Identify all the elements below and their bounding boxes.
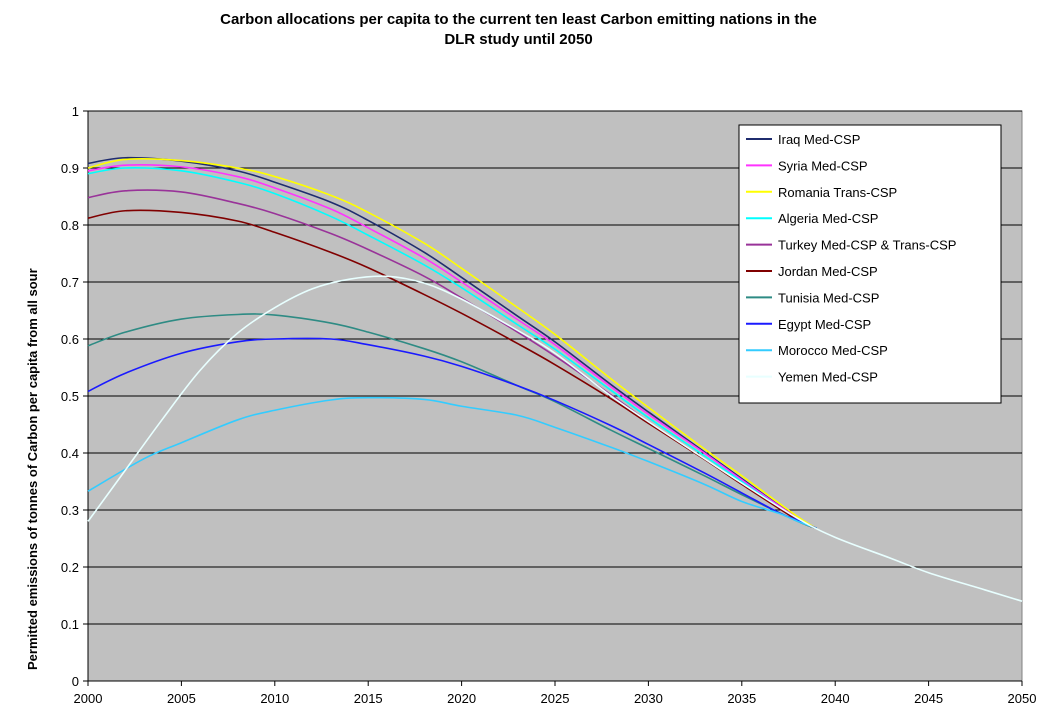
legend-box bbox=[738, 124, 1002, 404]
y-tick-label: 0.9 bbox=[61, 161, 79, 176]
legend-label-algeria-med-csp: Algeria Med-CSP bbox=[778, 211, 878, 226]
y-tick-label: 0.7 bbox=[61, 275, 79, 290]
legend-label-syria-med-csp: Syria Med-CSP bbox=[778, 158, 868, 173]
y-tick-label: 0.2 bbox=[61, 560, 79, 575]
legend-label-iraq-med-csp: Iraq Med-CSP bbox=[778, 132, 860, 147]
x-tick-label: 2045 bbox=[914, 691, 943, 706]
y-tick-label: 0.1 bbox=[61, 617, 79, 632]
x-tick-label: 2010 bbox=[260, 691, 289, 706]
x-tick-label: 2025 bbox=[541, 691, 570, 706]
y-tick-label: 0.8 bbox=[61, 218, 79, 233]
chart-title-line-2: DLR study until 2050 bbox=[444, 31, 593, 48]
x-tick-label: 2050 bbox=[1008, 691, 1037, 706]
series-line-romania-trans-csp bbox=[87, 158, 817, 529]
y-tick-label: 0.5 bbox=[61, 389, 79, 404]
y-tick-label: 0.6 bbox=[61, 332, 79, 347]
x-tick-label: 2015 bbox=[354, 691, 383, 706]
x-tick-label: 2005 bbox=[167, 691, 196, 706]
chart-title: Carbon allocations per capita to the cur… bbox=[0, 10, 1037, 50]
y-tick-label: 0.4 bbox=[61, 446, 79, 461]
series-line-algeria-med-csp bbox=[87, 167, 817, 529]
series-line-iraq-med-csp bbox=[87, 156, 817, 529]
series-line-morocco-med-csp bbox=[87, 396, 817, 529]
legend-label-turkey-med-csp-trans-csp: Turkey Med-CSP & Trans-CSP bbox=[778, 238, 956, 253]
x-tick-label: 2030 bbox=[634, 691, 663, 706]
x-tick-label: 2040 bbox=[821, 691, 850, 706]
series-line-yemen-med-csp bbox=[87, 275, 1023, 602]
y-tick-label: 0 bbox=[72, 674, 79, 689]
legend-label-jordan-med-csp: Jordan Med-CSP bbox=[778, 264, 878, 279]
legend-label-morocco-med-csp: Morocco Med-CSP bbox=[778, 343, 888, 358]
chart-title-line-1: Carbon allocations per capita to the cur… bbox=[220, 11, 817, 28]
legend-label-romania-trans-csp: Romania Trans-CSP bbox=[778, 185, 897, 200]
legend-label-tunisia-med-csp: Tunisia Med-CSP bbox=[778, 290, 879, 305]
series-line-tunisia-med-csp bbox=[87, 313, 817, 529]
series-line-egypt-med-csp bbox=[87, 337, 817, 529]
x-tick-label: 2000 bbox=[74, 691, 103, 706]
x-tick-label: 2035 bbox=[727, 691, 756, 706]
x-tick-label: 2020 bbox=[447, 691, 476, 706]
legend-label-egypt-med-csp: Egypt Med-CSP bbox=[778, 317, 871, 332]
legend-label-yemen-med-csp: Yemen Med-CSP bbox=[778, 370, 878, 385]
y-tick-label: 1 bbox=[72, 104, 79, 119]
y-axis-label: Permitted emissions of tonnes of Carbon … bbox=[25, 268, 40, 670]
y-tick-label: 0.3 bbox=[61, 503, 79, 518]
series-line-syria-med-csp bbox=[87, 164, 817, 529]
